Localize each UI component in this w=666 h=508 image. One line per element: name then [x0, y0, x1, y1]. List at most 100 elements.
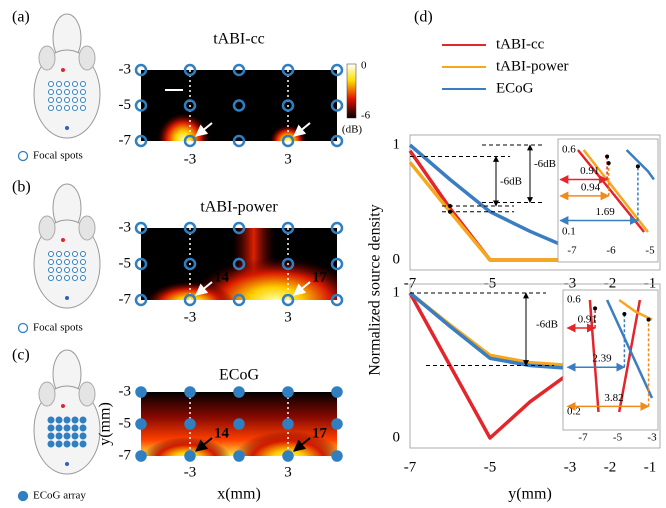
array-dot: [48, 89, 54, 95]
x-tick-label: -3: [184, 309, 197, 325]
focal-spot: [134, 257, 148, 271]
focal-spot: [135, 418, 147, 430]
lambda-dot: [65, 126, 69, 130]
array-dot: [80, 81, 86, 87]
skull-eye: [78, 45, 96, 71]
array-dot: [56, 97, 62, 103]
array-dot: [71, 416, 79, 424]
plot-frame: [409, 283, 661, 449]
series-line: [408, 292, 572, 440]
point: [448, 209, 452, 214]
array-dot: [72, 97, 78, 103]
inset-line: [618, 298, 653, 321]
focal-spot: [282, 450, 294, 462]
x-tick-label: -2: [604, 459, 617, 475]
array-dot: [80, 251, 86, 257]
inset-annotation: 2.39: [592, 353, 612, 365]
array-dot: [80, 267, 86, 273]
array-dot: [55, 440, 63, 448]
annotation-label: 14: [214, 425, 230, 441]
array-dot: [79, 424, 87, 432]
colorbar: [346, 63, 357, 119]
x-tick-label: -3: [184, 151, 197, 167]
focal-spot: [331, 450, 343, 462]
array-dot: [80, 259, 86, 265]
annotation-arrow: [195, 122, 213, 137]
x-tick-label: 3: [284, 309, 292, 325]
focal-spot: [232, 63, 246, 77]
annotation-arrow: [293, 122, 311, 137]
array-dot: [56, 89, 62, 95]
focal-spot: [134, 63, 148, 77]
y-tick-label: -3: [119, 61, 132, 77]
skull-eye: [78, 381, 96, 407]
array-dot: [80, 97, 86, 103]
skull-drawing: [33, 183, 101, 309]
x-tick-label: -1: [644, 275, 657, 291]
array-dot: [48, 81, 54, 87]
bregma-dot: [61, 68, 65, 72]
inset-x-tick: -5: [613, 432, 623, 444]
annotation-label: 17: [312, 269, 328, 285]
inset-annotation: 0.91: [580, 165, 599, 177]
panel-letter: (b): [12, 179, 31, 196]
array-dot: [48, 97, 54, 103]
focal-spot: [330, 99, 344, 112]
array-dot: [64, 267, 70, 273]
inset-x-tick: -7: [578, 432, 588, 444]
focal-spot: [281, 257, 295, 271]
series-line: [408, 143, 571, 251]
focal-spot: [281, 99, 295, 112]
array-dot: [79, 432, 87, 440]
legend-label: ECoG array: [33, 490, 86, 502]
colorbar-label: (dB): [342, 124, 363, 136]
skull-eye: [38, 45, 56, 71]
inset-annotation: 0.91: [578, 314, 597, 326]
focal-spot: [183, 293, 197, 307]
inset-annotation: 3.82: [604, 392, 623, 404]
array-dot: [56, 259, 62, 265]
array-dot: [72, 251, 78, 257]
inset-line: [588, 299, 642, 413]
skull-drawing: [33, 349, 101, 475]
array-dot: [55, 432, 63, 440]
focal-spot: [134, 221, 148, 235]
inset-y-tick: 0.6: [562, 144, 576, 156]
annotation-label: 17: [312, 425, 328, 441]
y-tick-label: -7: [119, 447, 132, 463]
panel-title: tABI-power: [200, 199, 278, 216]
array-dot: [72, 81, 78, 87]
focal-spot: [183, 134, 197, 148]
x-tick-label: -1: [644, 459, 657, 475]
legend-label: tABI-power: [496, 58, 568, 74]
annotation-arrow: [293, 281, 311, 296]
focal-spot: [184, 450, 196, 462]
array-dot: [72, 105, 78, 111]
focal-spot: [281, 221, 295, 235]
focal-spot: [183, 99, 197, 112]
x-axis-label: y(mm): [508, 486, 552, 503]
x-tick-label: 3: [284, 151, 292, 167]
array-dot: [80, 105, 86, 111]
skull-eye: [38, 215, 56, 241]
y-tick-label: -5: [119, 415, 132, 431]
point: [646, 317, 651, 322]
skull-eye: [38, 381, 56, 407]
inset-y-tick: 0.6: [567, 294, 581, 306]
y-axis-label: Normalized source density: [367, 204, 384, 376]
array-dot: [64, 81, 70, 87]
annotation-label: -6dB: [534, 158, 556, 170]
array-dot: [64, 105, 70, 111]
y-axis-label: y(mm): [97, 402, 114, 446]
inset-annotation: 1.69: [595, 206, 615, 218]
focal-spot: [282, 386, 294, 398]
series-line: [408, 291, 571, 371]
array-dot: [64, 275, 70, 281]
legend-label: tABI-cc: [496, 36, 545, 52]
focal-spot: [330, 134, 344, 148]
x-tick-label: -7: [404, 459, 417, 475]
skull-drawing: [33, 13, 101, 139]
point: [593, 306, 598, 311]
array-dot: [79, 440, 87, 448]
